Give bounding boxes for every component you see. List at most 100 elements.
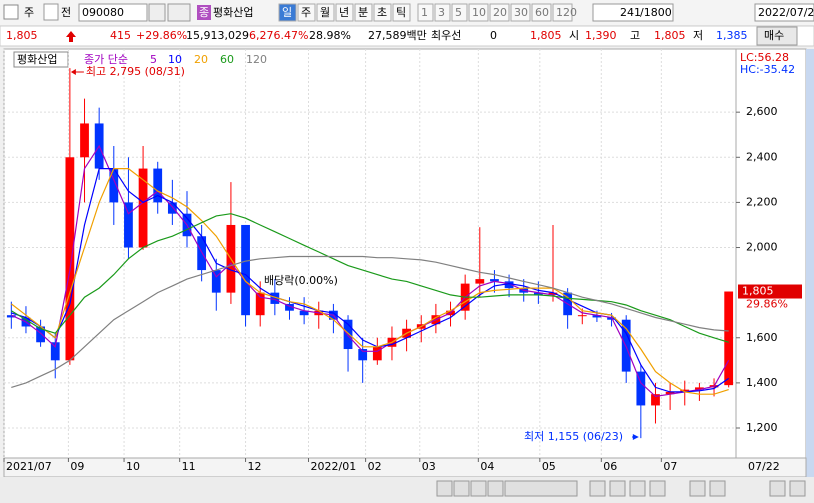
hc: HC:-35.42: [740, 63, 795, 76]
nav-button[interactable]: [487, 480, 504, 497]
interval-tab[interactable]: [531, 3, 552, 22]
candle-body: [548, 292, 558, 295]
period-tab[interactable]: [354, 3, 373, 22]
interval-label[interactable]: 120: [556, 6, 577, 19]
candle-body: [50, 342, 60, 361]
x-tick-label: 02: [368, 460, 382, 473]
candle-body: [651, 394, 660, 406]
date-box[interactable]: [754, 3, 814, 22]
legend-entry: 20: [194, 53, 208, 66]
period-label[interactable]: 주: [301, 6, 311, 19]
interval-label[interactable]: 10: [472, 6, 486, 19]
x-tick-label: 10: [126, 460, 140, 473]
candle-body: [577, 315, 587, 317]
prev[interactable]: 전: [61, 6, 71, 19]
candle-body: [490, 279, 499, 282]
legend-box: [13, 51, 69, 68]
dropdown[interactable]: [43, 3, 59, 21]
x-tick-label: 04: [480, 460, 494, 473]
tool-button[interactable]: [689, 480, 706, 497]
candle-body: [475, 279, 485, 284]
nav-button[interactable]: [470, 480, 487, 497]
tool-button[interactable]: [769, 480, 786, 497]
turnover: 28.98%: [309, 29, 351, 42]
period-label[interactable]: 초: [377, 6, 387, 19]
code-dropdown[interactable]: [148, 3, 166, 22]
icon[interactable]: [3, 4, 19, 20]
zoom-slider[interactable]: [504, 480, 578, 497]
best-label: 최우선: [431, 29, 461, 42]
x-tick-label: 12: [248, 460, 262, 473]
best: 0: [490, 29, 497, 42]
tool-button[interactable]: [709, 480, 726, 497]
name-icon-bg: [197, 5, 211, 20]
period-label[interactable]: 월: [320, 6, 330, 19]
count-box[interactable]: [592, 3, 674, 22]
period-tab[interactable]: [373, 3, 392, 22]
tool-button[interactable]: [589, 480, 606, 497]
y-tick-label: 2,600: [746, 105, 778, 118]
interval-label[interactable]: 1: [421, 6, 428, 19]
candle-body: [636, 371, 646, 406]
max-count: /1800: [640, 6, 672, 19]
interval-tab[interactable]: [489, 3, 510, 22]
candle-body: [358, 349, 368, 361]
interval-tab[interactable]: [434, 3, 451, 22]
interval-label[interactable]: 30: [514, 6, 528, 19]
x-tick-label: 2021/07: [6, 460, 52, 473]
period-label[interactable]: 틱: [396, 6, 406, 19]
high-label: 고: [630, 29, 640, 42]
up-arrow: [66, 31, 76, 42]
candle-body: [665, 391, 675, 395]
lc: LC:56.28: [740, 51, 789, 64]
candle-body: [109, 168, 119, 203]
candle-body: [695, 387, 704, 390]
tool-button[interactable]: [649, 480, 666, 497]
candle-body: [285, 303, 294, 311]
period-label[interactable]: 일: [282, 5, 292, 19]
interval-tab[interactable]: [468, 3, 489, 22]
interval-tab[interactable]: [417, 3, 434, 22]
period-tab[interactable]: [297, 3, 316, 22]
tool-button[interactable]: [609, 480, 626, 497]
bottom-bar: [0, 477, 814, 503]
interval-label[interactable]: 5: [455, 6, 462, 19]
candle-body: [680, 389, 690, 392]
interval-tab[interactable]: [552, 3, 573, 22]
interval-label[interactable]: 60: [535, 6, 549, 19]
nav-button[interactable]: [436, 480, 453, 497]
interval-label[interactable]: 3: [438, 6, 445, 19]
y-tick-label: 1,600: [746, 331, 778, 344]
buy-button[interactable]: [756, 26, 798, 46]
period-tab[interactable]: [316, 3, 335, 22]
volume-ratio: 6,276.47%: [249, 29, 308, 42]
interval-label[interactable]: 20: [493, 6, 507, 19]
ma-line: [11, 144, 730, 398]
buy[interactable]: 매수: [764, 29, 784, 42]
candle-body: [299, 310, 309, 316]
period-label[interactable]: 분: [358, 6, 368, 19]
x-tick-label: 09: [70, 460, 84, 473]
nav-buttons: [436, 480, 806, 497]
x-tick-label: 03: [422, 460, 436, 473]
interval-tab[interactable]: [510, 3, 531, 22]
candle-body: [241, 224, 250, 316]
annotation: 최고 2,795 (08/31): [86, 65, 185, 78]
period-tab[interactable]: [335, 3, 354, 22]
period-tab[interactable]: [278, 3, 297, 22]
best-price: 1,805: [530, 29, 562, 42]
tool-button[interactable]: [789, 480, 806, 497]
period-tab[interactable]: [392, 3, 411, 22]
sound[interactable]: [167, 3, 191, 22]
low: 1,385: [716, 29, 748, 42]
legend-entry: 120: [246, 53, 267, 66]
mode[interactable]: 주: [24, 6, 34, 19]
period-label[interactable]: 년: [339, 6, 349, 19]
code[interactable]: 090080: [82, 6, 124, 19]
ma-line: [10, 168, 729, 395]
code-box[interactable]: [78, 3, 148, 22]
tool-button[interactable]: [629, 480, 646, 497]
nav-button[interactable]: [453, 480, 470, 497]
interval-tab[interactable]: [451, 3, 468, 22]
